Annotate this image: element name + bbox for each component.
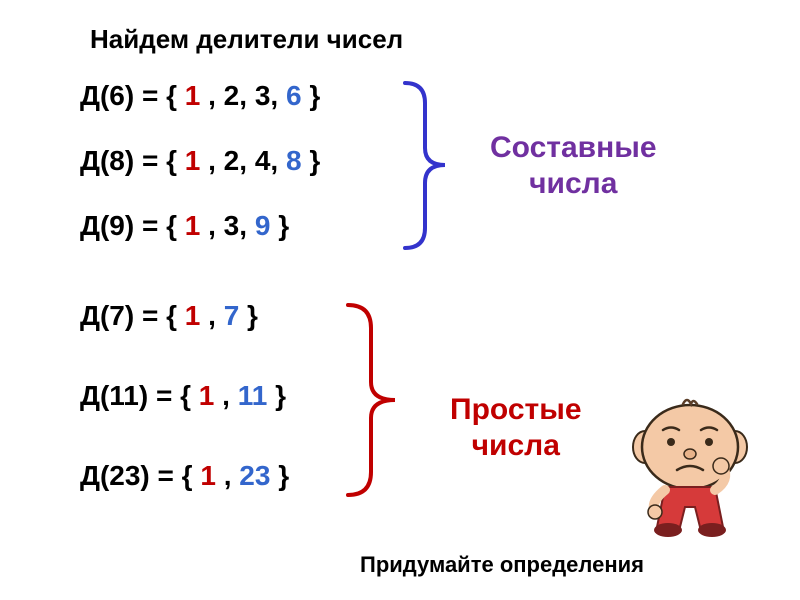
- composite-label-line1: Составные: [490, 131, 657, 164]
- footnote: Придумайте определения: [360, 552, 644, 578]
- composite-bracket-icon: [400, 78, 460, 253]
- page-title: Найдем делители чисел: [90, 24, 403, 55]
- mid-divisors: , 2, 3,: [208, 80, 286, 111]
- brace-close: }: [309, 80, 320, 111]
- brace-close: }: [278, 460, 289, 491]
- divisor-row-6: Д(6) = { 1 , 2, 3, 6 }: [80, 80, 320, 112]
- mid-divisors: ,: [224, 460, 240, 491]
- prime-label-line1: Простые: [450, 393, 582, 426]
- brace-open: {: [182, 460, 193, 491]
- prime-label: Простые числа: [450, 392, 582, 464]
- brace-open: {: [166, 300, 177, 331]
- divisor-row-11: Д(11) = { 1 , 11 }: [80, 380, 286, 412]
- lhs: Д(6) =: [80, 80, 166, 111]
- lhs: Д(23) =: [80, 460, 174, 491]
- brace-close: }: [278, 210, 289, 241]
- brace-close: }: [309, 145, 320, 176]
- composite-label-line2: числа: [529, 167, 617, 200]
- composite-label: Составные числа: [490, 130, 657, 202]
- lhs: Д(8) =: [80, 145, 166, 176]
- prime-label-line2: числа: [472, 429, 560, 462]
- first-divisor: 1: [185, 210, 201, 241]
- last-divisor: 6: [286, 80, 302, 111]
- brace-open: {: [180, 380, 191, 411]
- first-divisor: 1: [200, 460, 216, 491]
- lhs: Д(11) =: [80, 380, 172, 411]
- mid-divisors: ,: [208, 300, 224, 331]
- divisor-row-8: Д(8) = { 1 , 2, 4, 8 }: [80, 145, 320, 177]
- brace-open: {: [166, 145, 177, 176]
- brace-open: {: [166, 210, 177, 241]
- thinking-kid-icon: [615, 392, 765, 542]
- mid-divisors: , 3,: [208, 210, 255, 241]
- last-divisor: 11: [238, 380, 268, 411]
- mid-divisors: , 2, 4,: [208, 145, 286, 176]
- brace-close: }: [275, 380, 286, 411]
- last-divisor: 9: [255, 210, 271, 241]
- brace-open: {: [166, 80, 177, 111]
- first-divisor: 1: [185, 145, 201, 176]
- divisor-row-7: Д(7) = { 1 , 7 }: [80, 300, 258, 332]
- lhs: Д(9) =: [80, 210, 166, 241]
- divisor-row-9: Д(9) = { 1 , 3, 9 }: [80, 210, 289, 242]
- mid-divisors: ,: [222, 380, 238, 411]
- brace-close: }: [247, 300, 258, 331]
- last-divisor: 7: [224, 300, 240, 331]
- first-divisor: 1: [199, 380, 215, 411]
- last-divisor: 23: [239, 460, 270, 491]
- lhs: Д(7) =: [80, 300, 166, 331]
- first-divisor: 1: [185, 80, 201, 111]
- prime-bracket-icon: [343, 300, 413, 500]
- first-divisor: 1: [185, 300, 201, 331]
- last-divisor: 8: [286, 145, 302, 176]
- divisor-row-23: Д(23) = { 1 , 23 }: [80, 460, 289, 492]
